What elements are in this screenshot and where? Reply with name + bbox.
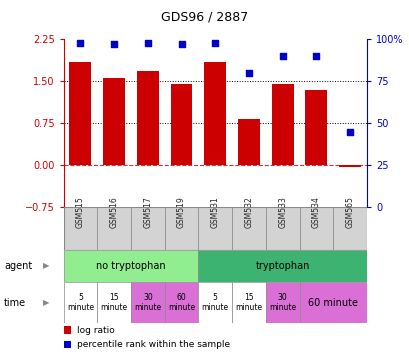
Bar xyxy=(198,207,231,250)
Text: 5
minute: 5 minute xyxy=(67,293,94,312)
Bar xyxy=(164,207,198,250)
Text: GSM531: GSM531 xyxy=(210,196,219,228)
Bar xyxy=(137,71,158,165)
Bar xyxy=(338,165,360,167)
Text: agent: agent xyxy=(4,261,32,271)
Point xyxy=(144,40,151,45)
Text: 5
minute: 5 minute xyxy=(201,293,228,312)
Text: 60
minute: 60 minute xyxy=(168,293,195,312)
Bar xyxy=(130,207,164,250)
Bar xyxy=(265,207,299,250)
Point xyxy=(245,70,252,76)
Bar xyxy=(204,62,226,165)
Text: GSM519: GSM519 xyxy=(177,196,186,228)
Text: 60 minute: 60 minute xyxy=(308,297,357,308)
Bar xyxy=(198,250,366,282)
Text: log ratio: log ratio xyxy=(77,326,115,335)
Text: tryptophan: tryptophan xyxy=(255,261,309,271)
Text: GSM533: GSM533 xyxy=(277,196,286,228)
Bar xyxy=(103,79,125,165)
Text: 15
minute: 15 minute xyxy=(100,293,127,312)
Bar xyxy=(170,84,192,165)
Bar xyxy=(271,84,293,165)
Bar xyxy=(164,282,198,323)
Text: no tryptophan: no tryptophan xyxy=(96,261,165,271)
Bar xyxy=(69,62,91,165)
Text: GSM532: GSM532 xyxy=(244,196,253,228)
Text: percentile rank within the sample: percentile rank within the sample xyxy=(77,340,229,350)
Text: ▶: ▶ xyxy=(43,298,49,307)
Bar xyxy=(299,207,333,250)
Text: GSM516: GSM516 xyxy=(109,196,118,228)
Point xyxy=(211,40,218,45)
Text: GSM515: GSM515 xyxy=(76,196,85,228)
Text: 30
minute: 30 minute xyxy=(134,293,161,312)
Point xyxy=(178,41,184,47)
Point xyxy=(110,41,117,47)
Point xyxy=(279,53,285,59)
Point xyxy=(312,53,319,59)
Bar xyxy=(63,250,198,282)
Bar xyxy=(305,90,326,165)
Point xyxy=(77,40,83,45)
Point xyxy=(346,129,353,134)
Text: GSM517: GSM517 xyxy=(143,196,152,228)
Bar xyxy=(333,207,366,250)
Bar xyxy=(63,207,97,250)
Text: GDS96 / 2887: GDS96 / 2887 xyxy=(161,10,248,23)
Text: GSM565: GSM565 xyxy=(345,196,354,228)
Bar xyxy=(198,282,231,323)
Bar xyxy=(97,282,130,323)
Text: ▶: ▶ xyxy=(43,261,49,271)
Text: 30
minute: 30 minute xyxy=(268,293,296,312)
Bar xyxy=(63,282,97,323)
Bar xyxy=(231,282,265,323)
Bar xyxy=(130,282,164,323)
Bar xyxy=(97,207,130,250)
Bar xyxy=(231,207,265,250)
Bar xyxy=(265,282,299,323)
Text: time: time xyxy=(4,297,26,308)
Text: GSM534: GSM534 xyxy=(311,196,320,228)
Bar xyxy=(237,119,259,165)
Text: 15
minute: 15 minute xyxy=(235,293,262,312)
Bar xyxy=(299,282,366,323)
